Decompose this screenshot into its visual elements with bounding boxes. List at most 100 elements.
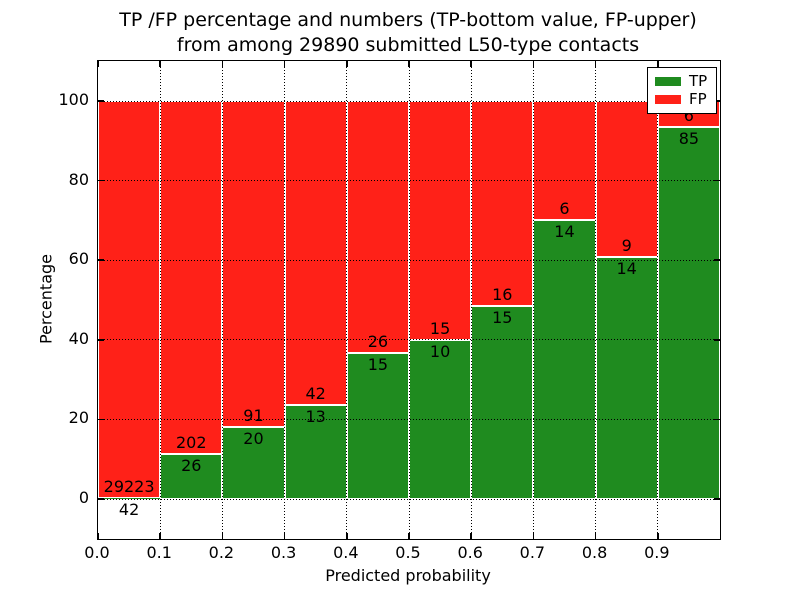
x-tick-mark-top (159, 61, 161, 67)
tp-count-label: 14 (616, 258, 637, 278)
x-axis-label: Predicted probability (325, 566, 491, 585)
fp-bar-segment (284, 101, 347, 405)
y-tick-mark-right (714, 100, 720, 102)
y-tick-label: 60 (68, 249, 89, 269)
x-tick-mark-top (532, 61, 535, 67)
fp-count-label: 6 (683, 106, 694, 126)
y-tick-mark (98, 179, 104, 182)
y-tick-mark-right (714, 498, 720, 500)
x-tick-mark-top (594, 61, 597, 67)
x-tick-mark-top (657, 61, 659, 67)
x-tick-mark-top (408, 61, 410, 67)
x-tick-label: 0.5 (395, 543, 421, 562)
chart-title-line1: TP /FP percentage and numbers (TP-bottom… (119, 9, 697, 31)
tp-legend-swatch (655, 77, 681, 86)
x-tick-mark (283, 533, 286, 539)
fp-bar-segment (222, 101, 285, 428)
fp-count-label: 42 (305, 383, 326, 403)
x-tick-label: 0.2 (208, 543, 235, 562)
legend: TP FP (647, 67, 717, 114)
x-tick-mark (657, 533, 659, 539)
fp-count-label: 15 (429, 318, 451, 338)
fp-bar-segment (595, 101, 658, 257)
chart-title: TP /FP percentage and numbers (TP-bottom… (97, 8, 719, 58)
y-tick-label: 0 (78, 488, 89, 507)
fp-count-label: 26 (367, 332, 389, 352)
tp-bar-segment (222, 427, 285, 499)
y-tick-mark-right (714, 339, 720, 341)
x-tick-mark (221, 533, 224, 539)
vertical-gridline (532, 61, 534, 539)
fp-count-label: 29223 (103, 477, 155, 497)
horizontal-gridline (98, 100, 720, 102)
x-tick-mark (408, 533, 410, 539)
y-tick-mark (98, 339, 104, 341)
legend-item-fp: FP (655, 92, 709, 107)
tp-bar-segment (533, 220, 596, 499)
tp-bar-segment (471, 306, 534, 499)
y-tick-mark (98, 259, 104, 261)
tp-bar-segment (595, 256, 658, 499)
x-tick-label: 0.0 (84, 543, 110, 562)
x-tick-mark-top (98, 61, 99, 67)
vertical-gridline (221, 61, 223, 539)
chart-title-line2: from among 29890 submitted L50-type cont… (176, 34, 640, 56)
y-tick-mark (98, 100, 104, 102)
tp-count-label: 85 (678, 129, 700, 149)
x-tick-mark-top (221, 61, 224, 67)
tp-count-label: 13 (305, 406, 326, 426)
x-tick-mark (346, 533, 348, 539)
x-tick-label: 0.9 (644, 543, 670, 562)
y-tick-mark-right (714, 259, 720, 261)
vertical-gridline (595, 61, 597, 539)
plot-area: TP FP 29223 42 202 26 91 20 42 13 26 15 15 10 16 15 6 1… (97, 60, 721, 540)
fp-bar-segment (471, 101, 534, 307)
y-tick-label: 40 (68, 328, 89, 348)
tp-legend-label: TP (689, 72, 708, 90)
vertical-gridline (408, 61, 410, 539)
fp-count-label: 16 (492, 285, 513, 305)
y-tick-label: 100 (58, 90, 89, 109)
y-tick-mark (98, 498, 104, 500)
tp-bar-segment (346, 353, 409, 499)
vertical-gridline (346, 61, 348, 539)
horizontal-gridline (98, 418, 720, 420)
x-tick-mark (98, 533, 99, 539)
fp-legend-label: FP (689, 90, 707, 108)
x-tick-label: 0.6 (457, 543, 483, 562)
tp-count-label: 26 (181, 455, 202, 475)
legend-item-tp: TP (655, 74, 709, 89)
fp-count-label: 9 (621, 235, 632, 255)
x-tick-mark (159, 533, 161, 539)
y-tick-mark-right (714, 179, 720, 182)
vertical-gridline (470, 61, 472, 539)
tp-bar-segment (657, 127, 720, 499)
y-tick-mark (98, 418, 104, 421)
tp-count-label: 15 (492, 308, 513, 328)
fp-count-label: 6 (559, 199, 570, 219)
fp-count-label: 91 (243, 406, 264, 426)
x-tick-mark (594, 533, 597, 539)
tp-count-label: 15 (367, 355, 389, 375)
fp-bar-segment (409, 101, 472, 340)
tp-count-label: 10 (429, 341, 451, 361)
fp-bar-segment (533, 101, 596, 221)
x-tick-mark-top (346, 61, 348, 67)
vertical-gridline (159, 61, 161, 539)
x-tick-mark (470, 533, 472, 539)
x-tick-label: 0.8 (581, 543, 608, 562)
tp-count-label: 20 (243, 429, 264, 449)
y-tick-label: 80 (68, 169, 89, 189)
fp-count-label: 202 (176, 432, 207, 452)
y-tick-mark-right (714, 418, 720, 421)
tp-bar-segment (284, 404, 347, 499)
fp-bar-segment (98, 101, 161, 499)
x-tick-mark-top (283, 61, 286, 67)
fp-bar-segment (346, 101, 409, 354)
x-tick-label: 0.4 (333, 543, 359, 562)
x-tick-mark-top (470, 61, 472, 67)
tp-count-label: 14 (554, 222, 575, 242)
fp-legend-swatch (655, 95, 681, 104)
x-tick-label: 0.3 (270, 543, 297, 562)
